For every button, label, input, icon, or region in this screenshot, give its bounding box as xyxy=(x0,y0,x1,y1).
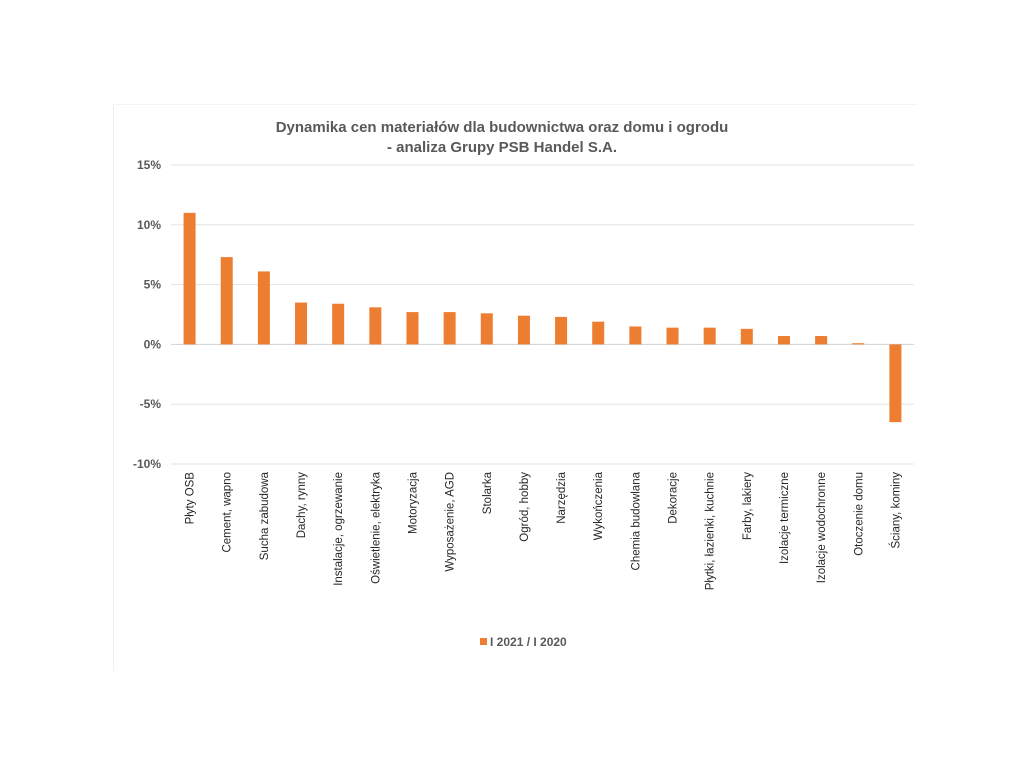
chart-panel: Dynamika cen materiałów dla budownictwa … xyxy=(113,104,917,671)
bar xyxy=(183,212,196,345)
bar xyxy=(740,328,753,345)
bar xyxy=(555,316,568,345)
x-axis-category-labels: Płyty OSB Cement, wapno Sucha zabudowa Dach… xyxy=(185,471,903,590)
x-tick-label: Wykończenia xyxy=(593,471,605,540)
x-tick-label: Dachy, rynny xyxy=(296,472,308,539)
chart-subtitle: - analiza Grupy PSB Handel S.A. xyxy=(387,139,617,156)
chart-title-group: Dynamika cen materiałów dla budownictwa … xyxy=(276,119,729,156)
x-tick-label: Narzędzia xyxy=(556,471,568,523)
x-tick-label: Motoryzacja xyxy=(407,471,419,534)
bar xyxy=(257,271,270,345)
x-tick-label: Stolarka xyxy=(482,471,494,514)
y-axis-tick-labels: 15% 10% 5% 0% -5% -10% xyxy=(133,158,161,471)
bar xyxy=(666,327,679,345)
bar xyxy=(889,344,902,423)
y-tick-label: 5% xyxy=(144,278,162,292)
x-tick-label: Oświetlenie, elektryka xyxy=(370,471,382,583)
bar xyxy=(629,326,642,345)
bar xyxy=(406,312,419,345)
x-tick-label: Izolacje termiczne xyxy=(779,472,791,564)
bar xyxy=(777,336,790,345)
bar xyxy=(295,302,308,345)
bar xyxy=(703,327,716,345)
y-tick-label: -10% xyxy=(133,457,161,471)
bar xyxy=(443,312,456,345)
y-tick-label: 0% xyxy=(144,337,162,351)
legend-label: I 2021 / I 2020 xyxy=(490,635,567,649)
bar xyxy=(852,343,865,345)
x-tick-label: Płyty OSB xyxy=(185,472,197,525)
x-tick-label: Farby, lakiery xyxy=(742,472,754,540)
bar xyxy=(517,315,530,345)
y-tick-label: 15% xyxy=(137,158,161,172)
bar xyxy=(815,336,828,345)
chart-title: Dynamika cen materiałów dla budownictwa … xyxy=(276,119,729,136)
x-tick-label: Płytki, łazienki, kuchnie xyxy=(705,472,717,590)
x-tick-label: Instalacje, ogrzewanie xyxy=(333,472,345,586)
bar xyxy=(332,303,345,345)
x-tick-label: Wyposażenie, AGD xyxy=(445,472,457,572)
bars xyxy=(183,212,902,423)
x-tick-label: Chemia budowlana xyxy=(630,471,642,570)
bar xyxy=(480,313,493,345)
y-tick-label: -5% xyxy=(140,397,162,411)
x-tick-label: Izolacje wodochronne xyxy=(816,472,828,583)
gridlines xyxy=(171,164,914,465)
x-tick-label: Ściany, kominy xyxy=(889,472,902,549)
y-tick-label: 10% xyxy=(137,218,161,232)
bar xyxy=(369,307,382,345)
x-tick-label: Sucha zabudowa xyxy=(259,471,271,560)
legend: I 2021 / I 2020 xyxy=(480,635,567,649)
x-tick-label: Ogród, hobby xyxy=(519,472,531,542)
bar-chart: Dynamika cen materiałów dla budownictwa … xyxy=(133,119,914,649)
legend-swatch xyxy=(480,638,487,645)
bar xyxy=(592,321,605,345)
x-tick-label: Otoczenie domu xyxy=(853,472,865,556)
x-tick-label: Dekoracje xyxy=(668,472,680,524)
bar xyxy=(220,257,233,345)
x-tick-label: Cement, wapno xyxy=(222,472,234,553)
